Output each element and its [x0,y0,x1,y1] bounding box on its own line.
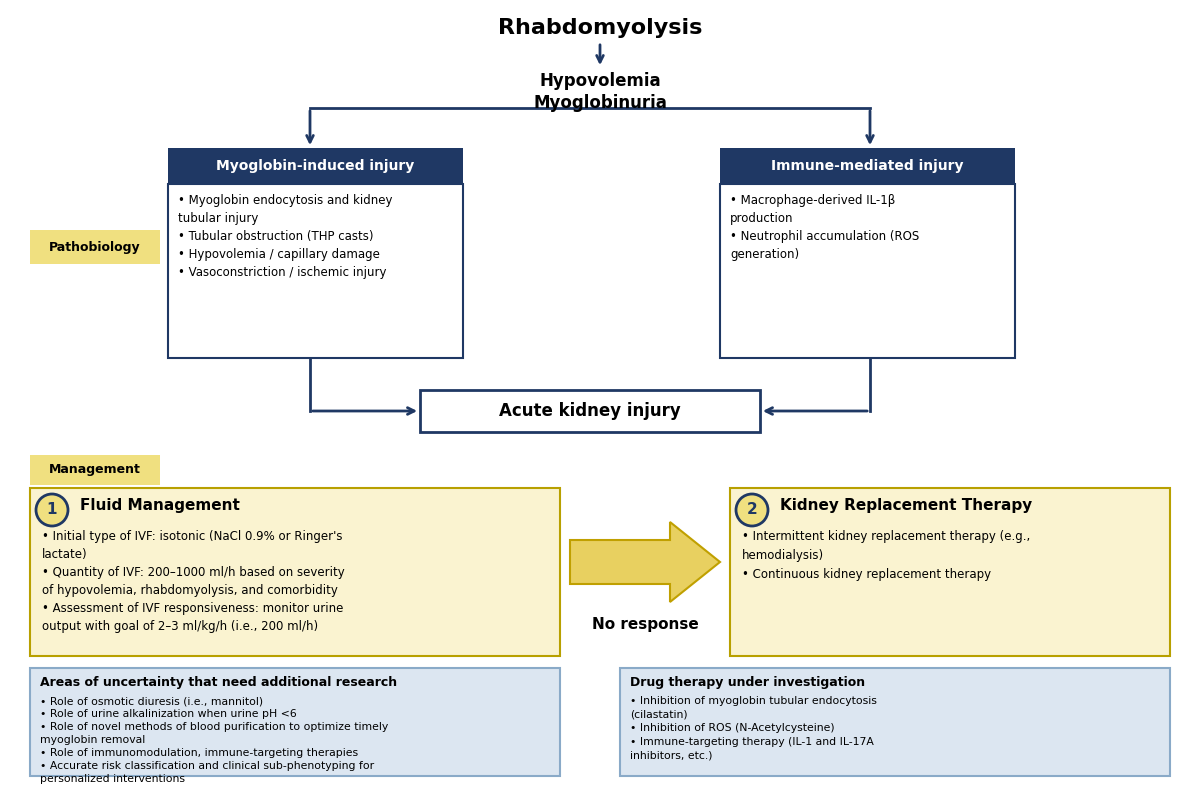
Text: 2: 2 [746,502,757,517]
Text: Acute kidney injury: Acute kidney injury [499,402,680,420]
Text: Kidney Replacement Therapy: Kidney Replacement Therapy [780,498,1032,513]
Bar [30,455,160,485]
Text: No response: No response [592,617,698,632]
Text: Fluid Management: Fluid Management [80,498,240,513]
Bar [420,390,760,432]
Text: • Inhibition of myoglobin tubular endocytosis
(cilastatin)
• Inhibition of ROS (: • Inhibition of myoglobin tubular endocy… [630,696,877,761]
Text: Drug therapy under investigation: Drug therapy under investigation [630,676,865,689]
Bar [30,488,560,656]
Bar [30,230,160,264]
Bar [730,488,1170,656]
Text: Management: Management [49,464,140,476]
Text: Rhabdomyolysis: Rhabdomyolysis [498,18,702,38]
Text: Hypovolemia
Myoglobinuria: Hypovolemia Myoglobinuria [533,72,667,112]
Bar [30,668,560,776]
Bar [620,668,1170,776]
Text: Pathobiology: Pathobiology [49,240,140,254]
Text: • Intermittent kidney replacement therapy (e.g.,
hemodialysis)
• Continuous kidn: • Intermittent kidney replacement therap… [742,530,1031,581]
Circle shape [36,494,68,526]
Text: Myoglobin-induced injury: Myoglobin-induced injury [216,159,415,173]
Bar [720,184,1015,358]
Text: • Initial type of IVF: isotonic (NaCl 0.9% or Ringer's
lactate)
• Quantity of IV: • Initial type of IVF: isotonic (NaCl 0.… [42,530,344,633]
Text: Areas of uncertainty that need additional research: Areas of uncertainty that need additiona… [40,676,397,689]
Bar [720,148,1015,184]
Text: • Role of osmotic diuresis (i.e., mannitol)
• Role of urine alkalinization when : • Role of osmotic diuresis (i.e., mannit… [40,696,389,784]
Bar [168,184,463,358]
Text: 1: 1 [47,502,58,517]
Text: • Macrophage-derived IL-1β
production
• Neutrophil accumulation (ROS
generation): • Macrophage-derived IL-1β production • … [730,194,919,261]
Polygon shape [570,522,720,602]
Text: Immune-mediated injury: Immune-mediated injury [772,159,964,173]
Text: • Myoglobin endocytosis and kidney
tubular injury
• Tubular obstruction (THP cas: • Myoglobin endocytosis and kidney tubul… [178,194,392,279]
Bar [168,148,463,184]
Circle shape [736,494,768,526]
